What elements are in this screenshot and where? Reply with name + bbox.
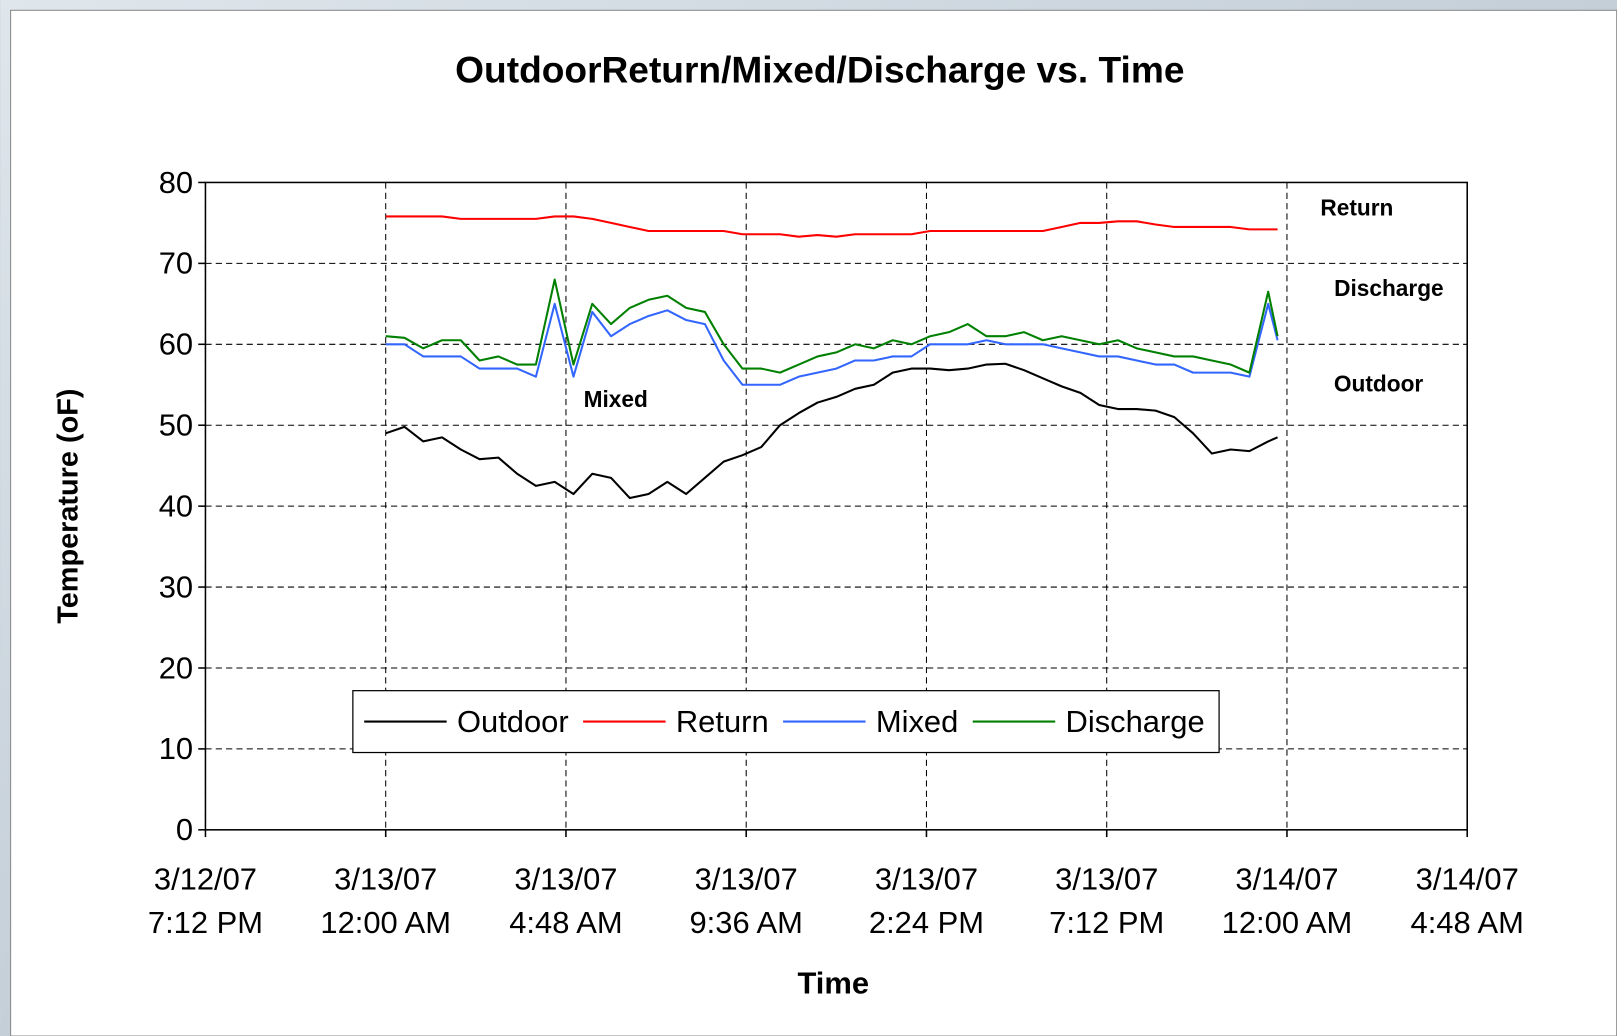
x-tick-label: 3/13/07 7:12 PM <box>1049 862 1164 940</box>
y-tick-label: 0 <box>176 812 193 847</box>
legend-label: Return <box>676 704 769 739</box>
y-tick-label: 20 <box>159 650 193 685</box>
legend-label: Outdoor <box>457 704 569 739</box>
chart-title: OutdoorReturn/Mixed/Discharge vs. Time <box>455 48 1184 90</box>
y-tick-label: 60 <box>159 327 193 362</box>
y-axis-label: Temperature (oF) <box>53 389 85 624</box>
series-line <box>385 215 1278 238</box>
x-tick-label: 3/13/07 2:24 PM <box>869 862 984 940</box>
annotation: Discharge <box>1334 275 1444 301</box>
y-tick-label: 50 <box>159 408 193 443</box>
legend: Outdoor Return Mixed Discharge <box>352 690 1220 754</box>
series-line <box>385 302 1279 386</box>
legend-label: Mixed <box>876 704 958 739</box>
x-tick-label: 3/14/07 4:48 AM <box>1411 862 1524 940</box>
y-tick-label: 40 <box>159 488 193 523</box>
annotation: Outdoor <box>1334 371 1424 397</box>
x-tick-label: 3/14/07 12:00 AM <box>1222 862 1353 940</box>
plot-border <box>204 181 1468 831</box>
x-tick-label: 3/12/07 7:12 PM <box>148 862 263 940</box>
x-tick-label: 3/13/07 9:36 AM <box>690 862 803 940</box>
y-tick-label: 70 <box>159 246 193 281</box>
x-tick-label: 3/13/07 4:48 AM <box>509 862 622 940</box>
legend-label: Discharge <box>1066 704 1205 739</box>
annotation: Return <box>1320 194 1393 220</box>
y-tick-label: 10 <box>159 731 193 766</box>
y-tick-label: 30 <box>159 569 193 604</box>
x-axis-label: Time <box>797 966 869 1001</box>
x-tick-label: 3/13/07 12:00 AM <box>320 862 451 940</box>
series-line <box>385 362 1278 500</box>
y-tick-label: 80 <box>159 165 193 200</box>
annotation: Mixed <box>584 386 648 412</box>
series-line <box>385 278 1279 374</box>
